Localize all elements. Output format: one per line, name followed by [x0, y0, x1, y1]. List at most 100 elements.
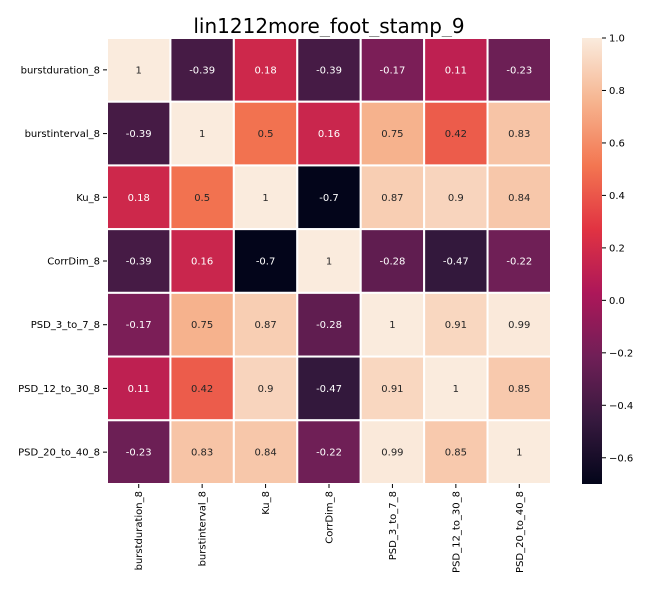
cell-value-label: -0.28: [379, 257, 405, 268]
heatmap-cell: [169, 355, 235, 422]
heatmap-cell: [486, 100, 553, 167]
cell-value-label: -0.22: [316, 448, 342, 459]
cell-value-label: 0.85: [508, 384, 530, 395]
cell-value-label: -0.17: [126, 320, 152, 331]
heatmap-cell: [359, 419, 426, 485]
row-tick-label: CorrDim_8: [47, 257, 100, 268]
cell-value-label: 0.83: [508, 129, 530, 140]
heatmap-cell: [232, 419, 299, 485]
cell-value-label: 0.99: [381, 448, 403, 459]
cell-value-label: -0.39: [126, 129, 152, 140]
row-tick-label: burstinterval_8: [25, 129, 100, 140]
cell-value-label: 0.11: [128, 384, 150, 395]
cell-value-label: 0.84: [254, 448, 276, 459]
row-tick-label: burstduration_8: [21, 65, 100, 76]
cell-value-label: -0.39: [189, 65, 215, 76]
heatmap-cell: [423, 37, 489, 103]
cell-value-label: 1: [326, 257, 332, 268]
heatmap-cell: [423, 419, 489, 485]
cell-value-label: -0.7: [319, 193, 339, 204]
cell-value-label: -0.7: [256, 257, 276, 268]
colorbar-tick-label: 0.2: [609, 243, 625, 254]
cell-value-label: 0.5: [258, 129, 274, 140]
heatmap-cell: [232, 291, 299, 358]
colorbar-tick-label: 1.0: [609, 34, 625, 45]
cell-value-label: 0.9: [258, 384, 274, 395]
cell-value-label: 0.18: [128, 193, 150, 204]
heatmap-cell: [423, 228, 489, 294]
row-tick-label: PSD_3_to_7_8: [31, 320, 100, 331]
cell-value-label: 0.87: [254, 320, 276, 331]
colorbar-tick-label: 0.0: [609, 296, 625, 307]
cell-value-label: -0.47: [443, 257, 469, 268]
cell-value-label: 0.11: [445, 65, 467, 76]
colorbar-tick-label: −0.4: [609, 401, 633, 412]
heatmap-cell: [486, 164, 553, 231]
heatmap-cell: [232, 100, 299, 167]
row-tick-label: PSD_12_to_30_8: [18, 384, 100, 395]
colorbar-tick-label: 0.6: [609, 138, 625, 149]
column-tick-labels: burstduration_8 burstinterval_8 Ku_8 CorrDi…: [134, 484, 526, 573]
cell-value-label: -0.23: [126, 448, 152, 459]
cell-value-label: 1: [199, 129, 205, 140]
cell-value-label: 0.42: [191, 384, 213, 395]
row-tick-label: PSD_20_to_40_8: [18, 448, 100, 459]
column-tick-label: burstinterval_8: [198, 491, 209, 566]
column-tick-label: Ku_8: [261, 491, 272, 515]
cell-value-label: 1: [453, 384, 459, 395]
cell-value-label: 0.75: [381, 129, 403, 140]
cell-value-label: 0.16: [318, 129, 340, 140]
cell-value-label: 0.84: [508, 193, 530, 204]
column-tick-label: PSD_12_to_30_8: [451, 491, 462, 573]
cell-value-label: -0.39: [126, 257, 152, 268]
colorbar-gradient: [582, 38, 602, 484]
column-tick-label: burstduration_8: [134, 491, 145, 570]
cell-value-label: 0.91: [445, 320, 467, 331]
cell-value-label: 0.85: [445, 448, 467, 459]
cell-value-label: -0.39: [316, 65, 342, 76]
heatmap-cell: [169, 37, 235, 103]
colorbar-tick-label: 0.8: [609, 86, 625, 97]
cell-value-label: -0.22: [506, 257, 532, 268]
cell-value-label: 0.91: [381, 384, 403, 395]
colorbar: −0.6 −0.4 −0.2 0.0 0.2 0.4 0.6 0.8 1.0: [582, 34, 633, 484]
heatmap-cell: [169, 164, 235, 231]
heatmap-cell: [106, 228, 172, 294]
heatmap-cell: [359, 164, 426, 231]
heatmap-cell: [296, 419, 362, 485]
cell-value-label: 1: [262, 193, 268, 204]
row-tick-label: Ku_8: [76, 193, 100, 204]
cell-value-label: -0.47: [316, 384, 342, 395]
cell-value-label: 0.16: [191, 257, 213, 268]
cell-value-label: 0.9: [448, 193, 464, 204]
heatmap-cell: [359, 100, 426, 167]
heatmap-cell: [106, 291, 172, 358]
cell-value-label: 1: [136, 65, 142, 76]
heatmap-cells: 1 -0.39 0.18 -0.39 -0.17 0.11 -0.23 -0.39 1 0.5 0.…: [106, 37, 553, 485]
cell-value-label: 0.75: [191, 320, 213, 331]
heatmap-cell: [423, 164, 489, 231]
row-tick-labels: burstduration_8 burstinterval_8 Ku_8 CorrDi…: [18, 65, 107, 459]
cell-value-label: 0.87: [381, 193, 403, 204]
cell-value-label: 0.99: [508, 320, 530, 331]
heatmap-cell: [486, 419, 553, 485]
cell-value-label: -0.28: [316, 320, 342, 331]
colorbar-tick-label: 0.4: [609, 191, 625, 202]
heatmap-cell: [486, 355, 553, 422]
colorbar-tick-label: −0.2: [609, 348, 633, 359]
column-tick-label: PSD_3_to_7_8: [388, 491, 399, 560]
cell-value-label: -0.23: [506, 65, 532, 76]
cell-value-label: 1: [389, 320, 395, 331]
heatmap-cell: [169, 228, 235, 294]
chart-title: lin1212more_foot_stamp_9: [193, 14, 464, 38]
cell-value-label: 0.83: [191, 448, 213, 459]
cell-value-label: 0.42: [445, 129, 467, 140]
colorbar-tick-label: −0.6: [609, 453, 633, 464]
column-tick-label: PSD_20_to_40_8: [515, 491, 526, 573]
cell-value-label: 1: [516, 448, 522, 459]
column-tick-label: CorrDim_8: [325, 491, 336, 544]
cell-value-label: -0.17: [379, 65, 405, 76]
heatmap-cell: [232, 164, 299, 231]
